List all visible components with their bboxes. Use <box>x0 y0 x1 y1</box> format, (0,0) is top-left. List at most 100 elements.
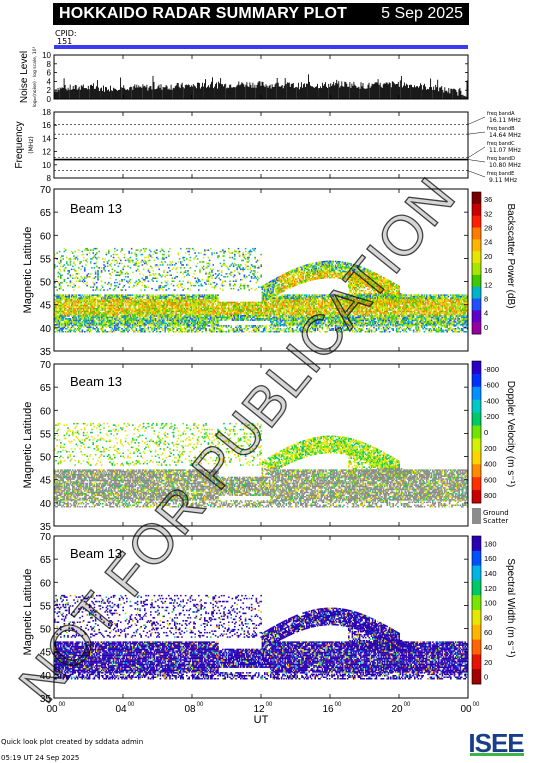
power-cell <box>229 329 231 331</box>
power-cell <box>73 300 75 302</box>
power-cell <box>133 321 135 323</box>
power-cell <box>127 273 129 275</box>
power-cell <box>201 316 204 319</box>
power-cell <box>259 307 261 310</box>
power-cell <box>288 271 290 273</box>
power-cell <box>97 279 99 281</box>
power-cell <box>68 294 70 296</box>
power-cell <box>292 318 295 320</box>
power-cell <box>146 318 148 320</box>
power-cell <box>184 321 187 323</box>
power-cell <box>216 297 218 299</box>
power-cell <box>133 301 135 304</box>
power-cell <box>171 329 174 331</box>
power-cell <box>133 331 135 333</box>
power-cell <box>231 301 234 304</box>
power-cell <box>288 324 290 326</box>
power-cell <box>205 321 207 323</box>
power-cell <box>156 264 158 266</box>
power-cell <box>177 306 180 308</box>
power-cell <box>228 310 230 312</box>
power-cell <box>151 306 153 308</box>
power-cell <box>99 309 102 311</box>
power-cell <box>92 249 94 251</box>
power-cell <box>138 270 140 272</box>
power-cell <box>235 313 237 315</box>
power-cell <box>130 301 133 304</box>
power-cell <box>165 294 168 296</box>
power-cell <box>117 271 120 274</box>
power-cell <box>241 316 243 318</box>
power-cell <box>124 322 127 325</box>
power-cell <box>205 329 207 331</box>
power-cell <box>92 304 94 307</box>
power-cell <box>184 271 187 274</box>
power-cell <box>212 294 214 296</box>
power-cell <box>252 309 254 311</box>
power-cell <box>240 310 242 312</box>
power-cell <box>141 321 144 323</box>
power-cell <box>98 319 100 322</box>
power-cell <box>164 324 166 326</box>
power-cell <box>144 294 146 296</box>
power-cell <box>289 298 291 301</box>
power-cell <box>184 270 187 272</box>
power-cell <box>118 262 121 265</box>
power-cell <box>217 304 219 307</box>
power-cell <box>159 316 162 319</box>
power-cell <box>134 303 136 305</box>
power-cell <box>223 309 225 311</box>
power-cell <box>175 316 177 319</box>
power-cell <box>225 304 228 307</box>
power-cell <box>140 312 142 314</box>
power-cell <box>177 310 180 313</box>
power-cell <box>202 321 205 323</box>
power-cell <box>100 307 103 310</box>
power-cell <box>168 267 170 269</box>
power-cell <box>170 312 172 314</box>
power-cell <box>151 313 153 316</box>
power-cell <box>236 309 238 311</box>
power-cell <box>92 286 94 288</box>
power-cell <box>248 331 250 333</box>
power-cell <box>157 297 159 299</box>
power-cell <box>212 313 214 316</box>
power-cell <box>104 258 106 260</box>
power-cell <box>57 319 60 322</box>
noise-y-tick-label: 0 <box>47 95 52 104</box>
power-cell <box>88 303 91 305</box>
power-cell <box>103 324 105 326</box>
power-cell <box>54 324 56 326</box>
power-cell <box>85 306 87 308</box>
power-cell <box>94 273 97 275</box>
power-cell <box>202 298 205 301</box>
power-cell <box>198 303 200 305</box>
power-cell <box>211 298 213 301</box>
power-cell <box>212 297 214 299</box>
power-cell <box>291 271 294 273</box>
power-cell <box>220 318 223 320</box>
power-cell <box>91 304 93 307</box>
power-cell <box>168 329 170 331</box>
power-cell <box>114 264 116 266</box>
power-cell <box>219 287 222 290</box>
power-cell <box>63 279 66 281</box>
power-cell <box>224 306 226 308</box>
power-cell <box>144 318 146 320</box>
power-cell <box>271 290 273 292</box>
power-cell <box>110 306 112 308</box>
power-cell <box>180 313 182 316</box>
power-cell <box>70 324 73 326</box>
power-cell <box>60 298 62 301</box>
power-cell <box>109 331 111 333</box>
power-cell <box>200 318 202 320</box>
power-cell <box>266 309 268 311</box>
power-cell <box>205 328 207 330</box>
power-cell <box>188 303 190 305</box>
power-cell <box>165 313 168 316</box>
power-cell <box>291 313 294 316</box>
power-cell <box>109 306 111 308</box>
power-cell <box>146 277 148 279</box>
power-cell <box>120 306 122 308</box>
power-cell <box>90 249 92 251</box>
